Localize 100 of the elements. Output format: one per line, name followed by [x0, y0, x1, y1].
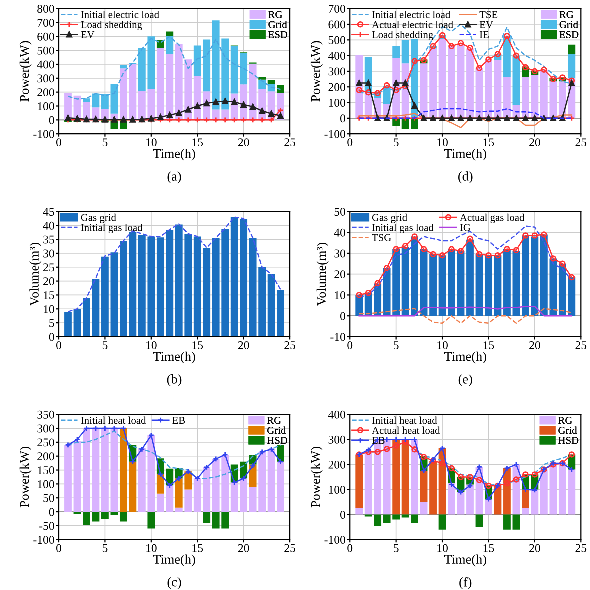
y-tick-label: 25	[44, 264, 54, 272]
legend-label: EV	[81, 31, 95, 38]
legend-label: EB	[172, 417, 186, 424]
y-tick-label: 100	[38, 102, 54, 110]
x-tick-label: 0	[348, 138, 353, 147]
legend-label: Initial electric load	[81, 10, 160, 18]
y-tick-label: 100	[38, 480, 54, 488]
x-tick-label: 5	[102, 342, 108, 350]
x-tick-label: 25	[284, 342, 296, 350]
y-tick-label: 700	[329, 5, 346, 14]
text: (f)	[460, 577, 472, 590]
legend-label: TSE	[480, 11, 498, 18]
x-axis-title: Time(h)	[444, 554, 486, 567]
y-tick-label: 500	[38, 46, 54, 55]
y-tick-label: 10	[335, 291, 346, 300]
y-tick-label: 35	[44, 236, 54, 244]
y-tick-label: 20	[44, 278, 54, 286]
y-axis-title: Power(kW)	[310, 447, 323, 508]
y-tick-label: 800	[38, 5, 54, 14]
legend-label: IG	[460, 224, 471, 232]
x-tick-label: 25	[576, 342, 587, 350]
y-tick-label: 600	[328, 20, 346, 29]
x-tick-label: 25	[576, 138, 587, 147]
x-axis-title: Time(h)	[153, 352, 196, 364]
x-tick-label: 15	[484, 544, 494, 552]
y-tick-label: 300	[38, 74, 54, 83]
x-tick-label: 5	[394, 138, 399, 147]
x-tick-label: 0	[56, 138, 62, 147]
legend-label: HSD	[267, 437, 288, 444]
legend-label: ESD	[268, 31, 288, 38]
y-tick-label: 300	[328, 68, 346, 76]
legend-label: Actual electric load	[372, 21, 454, 28]
y-tick-label: 200	[38, 88, 54, 97]
text: (a)	[168, 172, 182, 184]
x-tick-label: 25	[284, 138, 296, 147]
y-tick-label: 15	[44, 292, 54, 300]
x-tick-label: 20	[238, 138, 250, 147]
y-tick-label: -50	[40, 522, 54, 530]
y-tick-label: 45	[43, 208, 54, 216]
x-tick-label: 10	[146, 544, 157, 552]
legend-label: HSD	[558, 437, 579, 444]
x-tick-label: 5	[394, 544, 399, 552]
x-tick-label: 20	[530, 341, 540, 350]
x-tick-label: 0	[56, 544, 62, 552]
x-tick-label: 5	[102, 138, 108, 147]
y-tick-label: 50	[334, 208, 346, 216]
legend-label: Actual gas load	[460, 214, 525, 224]
y-tick-label: -100	[34, 130, 54, 138]
y-axis-title: Volume(m³)	[316, 243, 329, 306]
x-tick-label: 15	[192, 544, 204, 552]
y-tick-label: 100	[329, 486, 346, 494]
legend-label: Grid	[558, 426, 578, 434]
y-tick-label: 200	[328, 460, 346, 469]
y-axis-title: Volume(m³)	[30, 243, 42, 306]
y-tick-label: 100	[329, 99, 346, 107]
y-tick-label: 5	[50, 319, 54, 328]
y-tick-label: 50	[44, 494, 54, 502]
y-tick-label: 30	[334, 250, 346, 258]
x-tick-label: 10	[146, 138, 157, 147]
x-tick-label: 10	[146, 341, 157, 350]
y-tick-label: 40	[43, 222, 54, 230]
y-tick-label: 40	[334, 228, 346, 237]
legend-label: TSG	[372, 234, 392, 242]
y-tick-label: 600	[38, 32, 54, 41]
legend-label: Initial heat load	[372, 416, 438, 424]
y-tick-label: 300	[328, 436, 346, 444]
legend-label: RG	[267, 417, 282, 424]
text: (b)	[167, 374, 182, 387]
x-tick-label: 25	[284, 544, 296, 552]
legend-label: Initial heat load	[81, 416, 146, 424]
y-tick-label: -100	[324, 130, 346, 138]
y-tick-label: 400	[37, 60, 54, 69]
legend-label: RG	[268, 11, 282, 18]
x-tick-label: 5	[394, 342, 399, 350]
y-tick-label: 400	[328, 52, 346, 60]
y-tick-label: 400	[328, 410, 346, 419]
x-tick-label: 15	[192, 342, 204, 350]
y-axis-title: Power(kW)	[20, 447, 32, 508]
y-axis-title: Power(kW)	[310, 41, 323, 102]
legend-label: EV	[480, 21, 494, 28]
y-tick-label: 10	[44, 305, 54, 314]
legend-label: Grid	[268, 426, 286, 434]
x-tick-label: 0	[348, 341, 353, 350]
legend-label: Initial electric load	[372, 10, 451, 18]
y-axis-title: Power(kW)	[20, 41, 32, 102]
legend-label: Actual heat load	[372, 426, 440, 434]
y-tick-label: 200	[38, 452, 54, 461]
x-axis-title: Time(h)	[153, 554, 196, 567]
legend-label: RG	[560, 11, 574, 18]
x-tick-label: 20	[238, 341, 250, 350]
legend-label: Gas grid	[81, 214, 116, 224]
y-tick-label: 0	[340, 312, 346, 320]
y-tick-label: 200	[328, 83, 346, 92]
legend-label: Initial gas load	[372, 224, 434, 234]
legend-label: Gas grid	[372, 214, 408, 224]
y-tick-label: 150	[38, 466, 54, 474]
legend-label: Grid	[560, 21, 578, 28]
legend-label: ESD	[560, 31, 579, 38]
x-tick-label: 25	[576, 544, 587, 552]
y-tick-label: 20	[334, 270, 346, 279]
